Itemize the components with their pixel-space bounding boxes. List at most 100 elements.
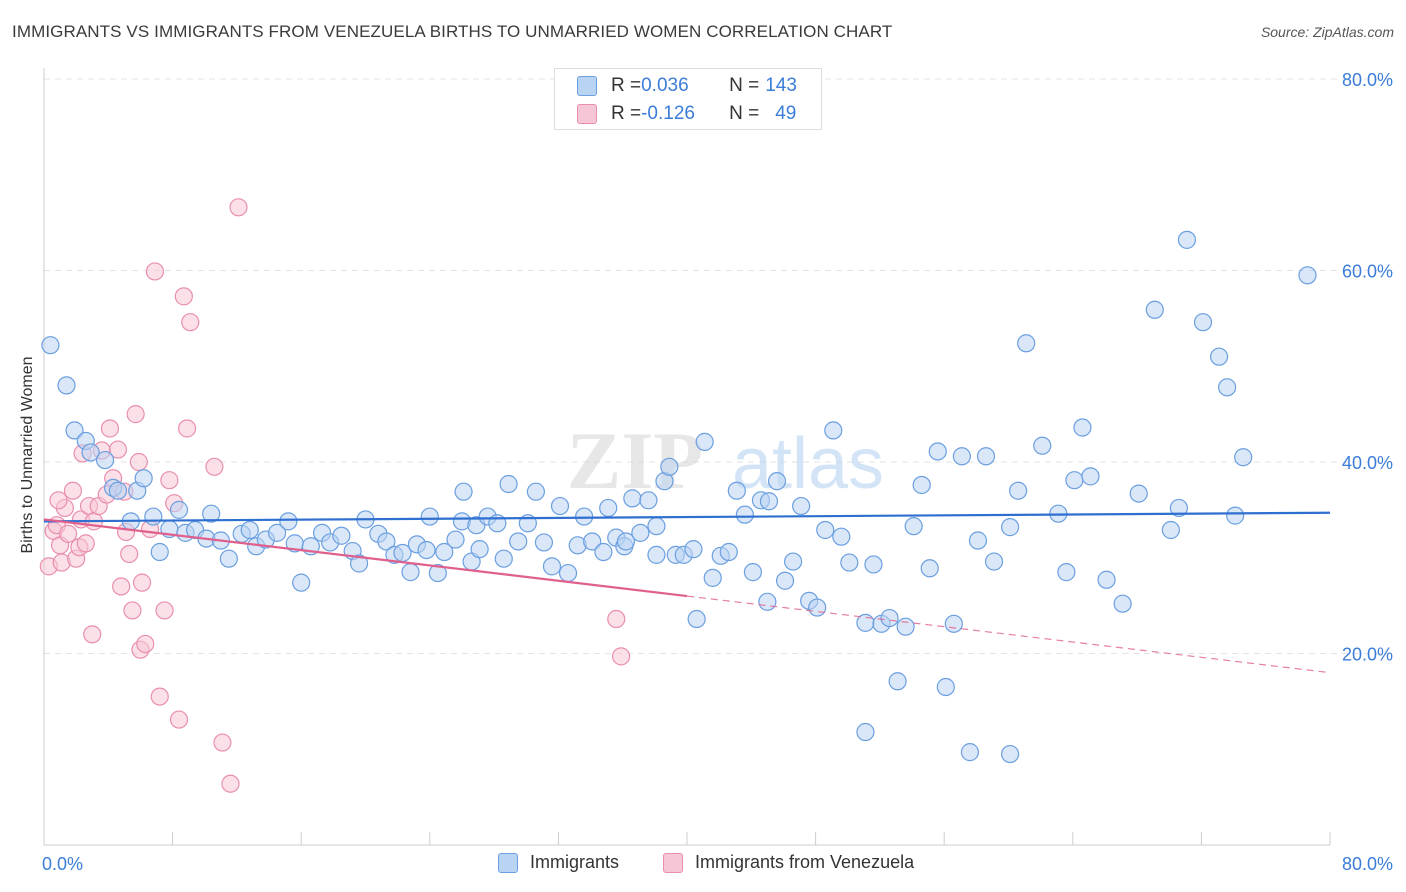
- immigrants-point: [417, 540, 436, 560]
- immigrants-point: [1097, 570, 1116, 589]
- immigrants-point: [509, 532, 528, 551]
- n-label: N =: [729, 75, 760, 96]
- venezuela-point: [221, 774, 240, 793]
- venezuela-point: [83, 625, 102, 644]
- immigrants-point: [81, 443, 100, 462]
- legend-row-venezuela: R = -0.126 N = 49: [577, 101, 796, 127]
- immigrants-point: [202, 504, 221, 523]
- immigrants-point: [687, 609, 706, 629]
- immigrants-point: [840, 553, 859, 572]
- immigrants-point: [279, 512, 298, 531]
- immigrants-point: [824, 421, 843, 440]
- immigrants-point: [1073, 418, 1092, 437]
- n-label: N =: [729, 103, 760, 124]
- immigrants-point: [420, 507, 439, 526]
- venezuela-point: [123, 601, 142, 620]
- venezuela-point: [213, 733, 232, 752]
- immigrants-point: [599, 498, 618, 518]
- immigrants-point: [494, 549, 513, 568]
- immigrants-point: [95, 450, 115, 470]
- y-tick-label: 80.0%: [1342, 70, 1393, 90]
- immigrants-point: [526, 482, 545, 501]
- immigrants-point: [1234, 448, 1253, 467]
- series-immigrants-points: [41, 230, 1317, 764]
- immigrants-point: [1145, 300, 1164, 319]
- immigrants-point: [1226, 506, 1245, 525]
- immigrants-point: [647, 517, 666, 536]
- n-value: 143: [765, 75, 797, 96]
- immigrants-point: [550, 496, 570, 516]
- immigrants-point: [880, 608, 899, 628]
- y-tick-labels: 20.0% 40.0% 60.0% 80.0%: [1342, 70, 1393, 665]
- immigrants-point: [832, 527, 851, 546]
- immigrants-point: [1065, 471, 1084, 490]
- immigrants-point: [292, 573, 311, 592]
- venezuela-point: [63, 481, 83, 500]
- series-venezuela-points: [39, 198, 631, 793]
- immigrants-point: [454, 482, 473, 501]
- immigrants-point: [1001, 518, 1020, 537]
- venezuela-point: [181, 313, 200, 332]
- immigrants-point: [446, 530, 465, 549]
- immigrants-point: [1298, 266, 1317, 285]
- venezuela-point: [49, 491, 68, 510]
- immigrants-point: [647, 545, 666, 564]
- immigrants-point: [976, 447, 996, 466]
- immigrants-point: [240, 520, 259, 540]
- immigrants-point: [1009, 481, 1028, 500]
- venezuela-point: [129, 452, 148, 472]
- immigrants-point: [783, 552, 803, 571]
- immigrants-point: [936, 677, 955, 697]
- r-value: 0.036: [641, 75, 689, 96]
- immigrants-point: [134, 469, 153, 488]
- blue-swatch: [498, 852, 518, 873]
- immigrants-point: [735, 505, 754, 524]
- immigrants-point: [1209, 347, 1229, 366]
- immigrants-point: [41, 336, 60, 355]
- blue-swatch: [577, 76, 597, 96]
- legend-label: Immigrants: [530, 852, 620, 872]
- venezuela-point: [112, 577, 131, 596]
- venezuela-point: [132, 573, 152, 592]
- immigrants-point: [952, 447, 971, 466]
- immigrants-point: [219, 549, 238, 568]
- pink-swatch: [577, 104, 597, 124]
- immigrants-point: [65, 421, 84, 440]
- immigrants-point: [332, 526, 351, 545]
- venezuela-point: [169, 710, 189, 729]
- immigrants-point: [758, 592, 777, 611]
- immigrants-point: [542, 557, 562, 576]
- venezuela-point: [205, 457, 224, 476]
- venezuela-point: [120, 544, 139, 564]
- immigrants-point: [1218, 378, 1237, 397]
- venezuela-point: [100, 419, 120, 438]
- immigrants-point: [57, 376, 76, 395]
- r-value: -0.126: [641, 103, 695, 124]
- venezuela-point: [174, 287, 193, 306]
- immigrants-point: [1033, 436, 1052, 455]
- venezuela-trend-extension: [686, 595, 1331, 674]
- immigrants-point: [499, 474, 518, 494]
- immigrants-point: [1193, 313, 1213, 332]
- venezuela-point: [145, 262, 165, 281]
- correlation-legend: R = 0.036 N = 143 R = -0.126 N = 49: [554, 68, 822, 130]
- series-legend: Immigrants Immigrants from Venezuela: [0, 852, 1406, 878]
- immigrants-point: [719, 542, 738, 562]
- n-value: 49: [775, 103, 797, 124]
- r-label: R =: [611, 103, 642, 124]
- immigrants-point: [349, 554, 369, 573]
- immigrants-point: [470, 540, 489, 559]
- immigrants-point: [594, 542, 613, 562]
- immigrants-point: [639, 491, 658, 510]
- immigrants-point: [743, 563, 763, 582]
- venezuela-point: [108, 440, 128, 459]
- immigrants-point: [660, 457, 679, 476]
- immigrants-point: [267, 523, 287, 542]
- immigrants-point: [1129, 484, 1148, 503]
- r-label: R =: [611, 75, 642, 96]
- immigrants-point: [1177, 230, 1197, 249]
- x-tick-labels: 0.0% 80.0%: [42, 854, 1393, 874]
- immigrants-point: [377, 532, 396, 551]
- axes: [43, 68, 1331, 846]
